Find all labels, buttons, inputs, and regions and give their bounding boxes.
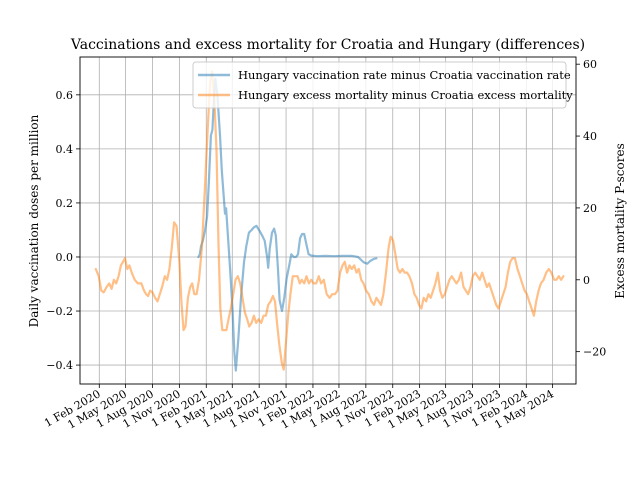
y-left-tick-label: 0.6	[56, 89, 74, 102]
series-line-mortality	[94, 70, 565, 371]
legend-box	[192, 61, 567, 109]
y-right-tick-label: −20	[583, 346, 606, 359]
y-left-tick-label: −0.4	[46, 359, 73, 372]
y-axis-label-right: Excess mortality P-scores	[613, 143, 627, 298]
y-left-tick-label: 0.0	[56, 251, 74, 264]
y-right-tick-label: 60	[583, 58, 597, 71]
grid-layer	[80, 57, 576, 384]
chart-title: Vaccinations and excess mortality for Cr…	[70, 37, 585, 53]
y-left-tick-label: 0.4	[56, 143, 74, 156]
legend: Hungary vaccination rate minus Croatia v…	[192, 61, 573, 109]
legend-label-mortality: Hungary excess mortality minus Croatia e…	[238, 88, 573, 102]
y-left-tick-label: −0.2	[46, 305, 73, 318]
plot-frame	[79, 56, 577, 385]
y-left-tick-label: 0.2	[56, 197, 74, 210]
y-axis-label-left: Daily vaccination doses per million	[27, 114, 41, 327]
y-right-tick-label: 40	[583, 130, 597, 143]
y-right-tick-label: 0	[583, 274, 590, 287]
legend-label-vaccination: Hungary vaccination rate minus Croatia v…	[238, 68, 571, 82]
y-right-tick-label: 20	[583, 202, 597, 215]
series-layer	[94, 70, 565, 372]
